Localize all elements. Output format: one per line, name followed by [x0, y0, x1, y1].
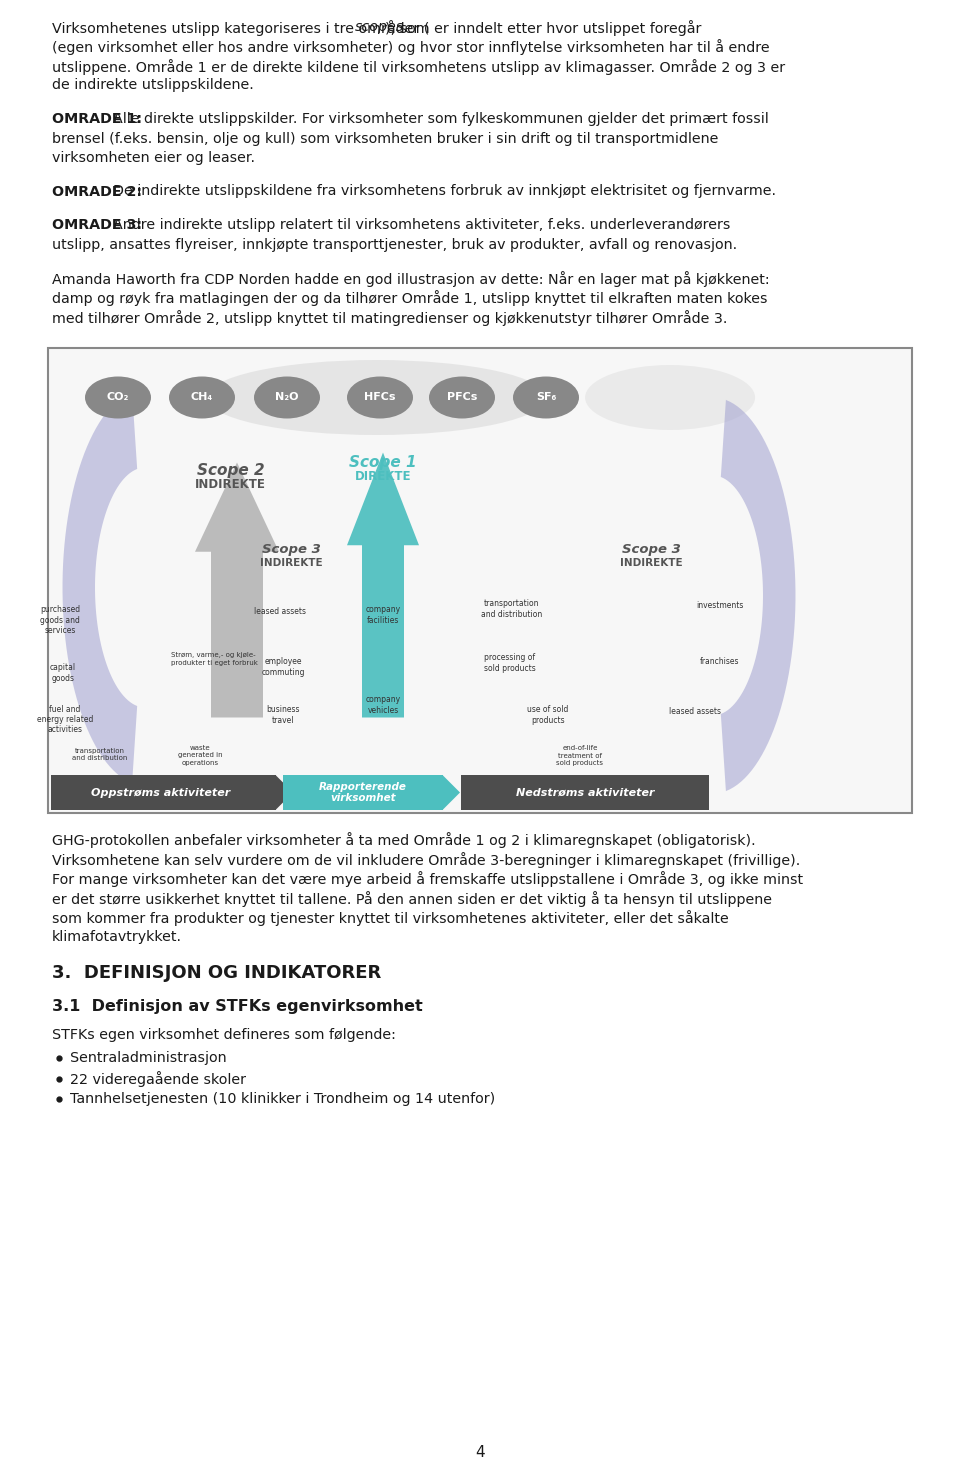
Ellipse shape: [254, 376, 320, 419]
Text: er det større usikkerhet knyttet til tallene. På den annen siden er det viktig å: er det større usikkerhet knyttet til tal…: [52, 892, 772, 906]
Ellipse shape: [429, 376, 495, 419]
Text: company
facilities: company facilities: [366, 606, 400, 625]
Text: business
travel: business travel: [266, 705, 300, 724]
Ellipse shape: [169, 376, 235, 419]
Ellipse shape: [85, 376, 151, 419]
Text: transportation
and distribution: transportation and distribution: [72, 748, 128, 761]
Polygon shape: [721, 400, 796, 791]
Ellipse shape: [585, 364, 756, 429]
Text: som kommer fra produkter og tjenester knyttet til virksomhetenes aktiviteter, el: som kommer fra produkter og tjenester kn…: [52, 911, 729, 927]
Text: company
vehicles: company vehicles: [366, 696, 400, 715]
Polygon shape: [443, 776, 460, 810]
Text: Rapporterende
virksomhet: Rapporterende virksomhet: [319, 782, 407, 803]
Text: OMRADE 3:: OMRADE 3:: [52, 218, 147, 233]
Text: leased assets: leased assets: [669, 708, 721, 717]
Text: fuel and
energy related
activities: fuel and energy related activities: [36, 705, 93, 735]
Text: transportation
and distribution: transportation and distribution: [481, 600, 542, 619]
Text: Scope 3: Scope 3: [262, 542, 321, 555]
Text: Oppstrøms aktiviteter: Oppstrøms aktiviteter: [91, 788, 230, 797]
Text: damp og røyk fra matlagingen der og da tilhører Område 1, utslipp knyttet til el: damp og røyk fra matlagingen der og da t…: [52, 290, 767, 307]
Polygon shape: [347, 453, 419, 717]
Text: Virksomhetenes utslipp kategoriseres i tre områder (: Virksomhetenes utslipp kategoriseres i t…: [52, 21, 429, 36]
Text: purchased
goods and
services: purchased goods and services: [40, 606, 80, 635]
Text: INDIREKTE: INDIREKTE: [195, 478, 266, 492]
Text: de indirekte utslippskildene.: de indirekte utslippskildene.: [52, 78, 253, 92]
Text: HFCs: HFCs: [364, 392, 396, 403]
Text: 4: 4: [475, 1445, 485, 1460]
Text: (egen virksomhet eller hos andre virksomheter) og hvor stor innflytelse virksomh: (egen virksomhet eller hos andre virksom…: [52, 40, 770, 55]
FancyBboxPatch shape: [48, 348, 912, 813]
Polygon shape: [276, 776, 293, 810]
Text: end-of-life
treatment of
sold products: end-of-life treatment of sold products: [557, 745, 604, 766]
Text: SF₆: SF₆: [536, 392, 556, 403]
Text: klimafotavtrykket.: klimafotavtrykket.: [52, 930, 182, 943]
Text: capital
goods: capital goods: [50, 663, 76, 683]
Text: ), som er inndelt etter hvor utslippet foregår: ), som er inndelt etter hvor utslippet f…: [385, 21, 702, 36]
Polygon shape: [195, 462, 279, 717]
Text: PFCs: PFCs: [446, 392, 477, 403]
Text: Tannhelsetjenesten (10 klinikker i Trondheim og 14 utenfor): Tannhelsetjenesten (10 klinikker i Trond…: [70, 1091, 495, 1106]
Text: Sentraladministrasjon: Sentraladministrasjon: [70, 1052, 227, 1065]
Text: utslipp, ansattes flyreiser, innkjøpte transporttjenester, bruk av produkter, av: utslipp, ansattes flyreiser, innkjøpte t…: [52, 237, 737, 252]
Polygon shape: [62, 392, 137, 783]
Text: DIREKTE: DIREKTE: [355, 469, 412, 483]
Text: Alle direkte utslippskilder. For virksomheter som fylkeskommunen gjelder det pri: Alle direkte utslippskilder. For virksom…: [113, 113, 769, 126]
Text: 3.  DEFINISJON OG INDIKATORER: 3. DEFINISJON OG INDIKATORER: [52, 964, 381, 982]
FancyBboxPatch shape: [283, 775, 443, 810]
Text: investments: investments: [696, 601, 744, 610]
Text: Virksomhetene kan selv vurdere om de vil inkludere Område 3-beregninger i klimar: Virksomhetene kan selv vurdere om de vil…: [52, 852, 801, 868]
Text: Scope 1: Scope 1: [349, 455, 417, 469]
Text: STFKs egen virksomhet defineres som følgende:: STFKs egen virksomhet defineres som følg…: [52, 1028, 396, 1043]
Ellipse shape: [513, 376, 579, 419]
Text: virksomheten eier og leaser.: virksomheten eier og leaser.: [52, 151, 255, 164]
Text: 3.1  Definisjon av STFKs egenvirksomhet: 3.1 Definisjon av STFKs egenvirksomhet: [52, 998, 422, 1013]
Text: processing of
sold products: processing of sold products: [484, 653, 536, 672]
Ellipse shape: [206, 360, 546, 435]
FancyBboxPatch shape: [51, 775, 276, 810]
Text: De indirekte utslippskildene fra virksomhetens forbruk av innkjøpt elektrisitet : De indirekte utslippskildene fra virksom…: [113, 185, 776, 198]
Text: Scope 3: Scope 3: [622, 542, 681, 555]
Text: med tilhører Område 2, utslipp knyttet til matingredienser og kjøkkenutstyr tilh: med tilhører Område 2, utslipp knyttet t…: [52, 310, 728, 326]
Ellipse shape: [347, 376, 413, 419]
Text: CH₄: CH₄: [191, 392, 213, 403]
Text: waste
generated in
operations: waste generated in operations: [178, 745, 223, 766]
Text: employee
commuting: employee commuting: [261, 658, 304, 677]
Text: franchises: franchises: [700, 658, 740, 666]
Text: For mange virksomheter kan det være mye arbeid å fremskaffe utslippstallene i Om: For mange virksomheter kan det være mye …: [52, 871, 804, 887]
Text: Nedstrøms aktiviteter: Nedstrøms aktiviteter: [516, 788, 655, 797]
Text: CO₂: CO₂: [107, 392, 130, 403]
Text: 22 videregaående skoler: 22 videregaående skoler: [70, 1071, 246, 1087]
Text: INDIREKTE: INDIREKTE: [260, 557, 323, 567]
Text: Strøm, varme,- og kjøle-
produkter ti eget forbruk: Strøm, varme,- og kjøle- produkter ti eg…: [171, 653, 258, 665]
Text: Scope 2: Scope 2: [197, 464, 265, 478]
Text: N₂O: N₂O: [276, 392, 299, 403]
Text: use of sold
products: use of sold products: [527, 705, 568, 724]
Text: OMRADE 2:: OMRADE 2:: [52, 185, 147, 198]
Text: scopes: scopes: [354, 21, 404, 34]
Text: GHG-protokollen anbefaler virksomheter å ta med Område 1 og 2 i klimaregnskapet : GHG-protokollen anbefaler virksomheter å…: [52, 832, 756, 849]
Text: leased assets: leased assets: [254, 607, 306, 616]
FancyBboxPatch shape: [461, 775, 709, 810]
Text: OMRADE 1:: OMRADE 1:: [52, 113, 147, 126]
Text: Andre indirekte utslipp relatert til virksomhetens aktiviteter, f.eks. underleve: Andre indirekte utslipp relatert til vir…: [113, 218, 731, 233]
Text: brensel (f.eks. bensin, olje og kull) som virksomheten bruker i sin drift og til: brensel (f.eks. bensin, olje og kull) so…: [52, 132, 718, 145]
Text: Amanda Haworth fra CDP Norden hadde en god illustrasjon av dette: Når en lager m: Amanda Haworth fra CDP Norden hadde en g…: [52, 271, 770, 287]
Text: utslippene. Område 1 er de direkte kildene til virksomhetens utslipp av klimagas: utslippene. Område 1 er de direkte kilde…: [52, 59, 785, 76]
Text: INDIREKTE: INDIREKTE: [620, 557, 683, 567]
